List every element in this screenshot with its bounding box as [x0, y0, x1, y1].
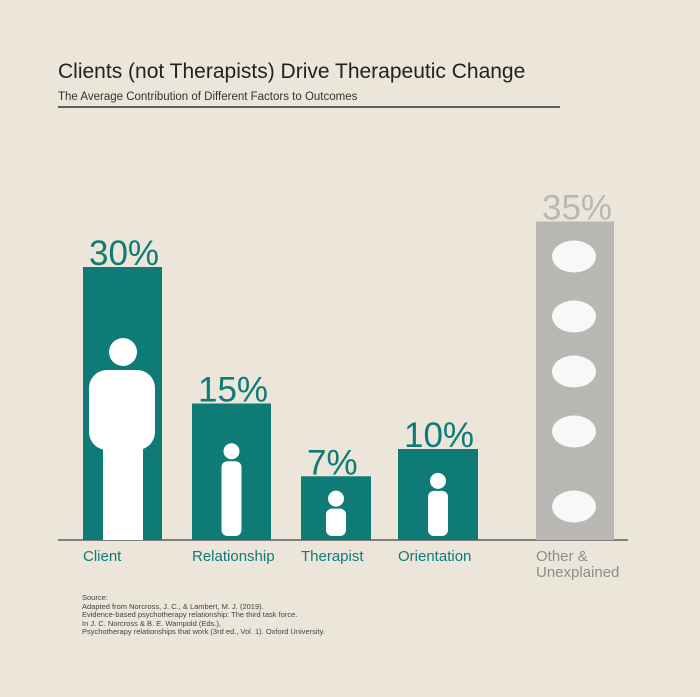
icon — [552, 300, 596, 333]
source-line: Adapted from Norcross, J. C., & Lambert,… — [82, 601, 264, 611]
icon — [430, 472, 446, 489]
category-label: Therapist — [301, 548, 364, 565]
icon — [221, 461, 242, 536]
icon — [89, 370, 155, 450]
source-line: In J. C. Norcross & B. E. Wampold (Eds.)… — [82, 618, 221, 628]
icon — [103, 442, 143, 540]
value-label: 7% — [307, 443, 358, 482]
category-label: Other & Unexplained — [536, 548, 620, 581]
icon — [326, 508, 346, 536]
source-line: Psychotherapy relationships that work (3… — [82, 627, 325, 637]
icon — [109, 338, 137, 366]
icon — [552, 415, 596, 448]
icon — [428, 490, 448, 536]
value-label: 35% — [542, 189, 612, 228]
category-label: Client — [83, 548, 122, 565]
icon — [552, 240, 596, 273]
icon — [223, 443, 240, 460]
icon — [552, 490, 596, 523]
icon — [328, 490, 344, 507]
source-line: Evidence-based psychotherapy relationshi… — [82, 610, 298, 620]
value-label: 10% — [404, 416, 474, 455]
chart-subtitle: The Average Contribution of Different Fa… — [58, 91, 358, 103]
source-heading: Source: — [82, 593, 108, 602]
source: Source: Adapted from Norcross, J. C., & … — [82, 593, 325, 637]
category-label: Relationship — [192, 548, 275, 565]
category-label: Orientation — [398, 548, 472, 565]
value-label: 30% — [89, 234, 159, 273]
chart-title: Clients (not Therapists) Drive Therapeut… — [58, 60, 525, 83]
value-label: 15% — [198, 371, 268, 410]
icon — [552, 355, 596, 388]
